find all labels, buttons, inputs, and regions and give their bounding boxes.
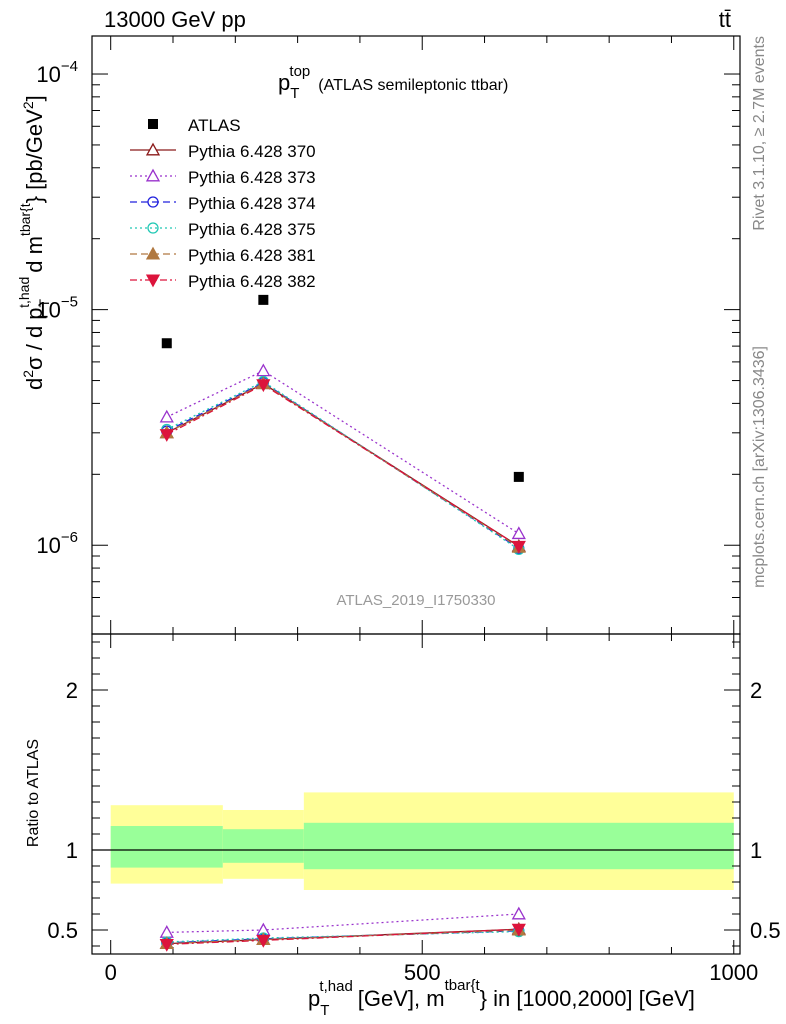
series-line-3	[166, 380, 520, 550]
ratio-marker-1	[511, 906, 526, 920]
x-axis-label: pTt,had [GeV], mtbar{t} in [1000,2000] [G…	[308, 977, 695, 1019]
legend-label-1: Pythia 6.428 373	[188, 168, 316, 187]
legend-marker-0	[145, 142, 161, 156]
xlabel-sub: T	[320, 1002, 329, 1019]
y-axis-label: d2σ / d pTt,hadd mtbar{t} [pb/GeV2]	[16, 95, 52, 390]
process-label: tt̄	[719, 7, 731, 32]
xlabel-mid: [GeV], m	[358, 986, 445, 1011]
plot-title: pTtop (ATLAS semileptonic ttbar)	[278, 63, 508, 102]
xlabel-sup: t,had	[319, 978, 352, 995]
series-marker-1	[159, 409, 174, 423]
ratio-tick-label-left: 2	[66, 678, 78, 703]
ylabel-b-sup: t,had	[16, 277, 32, 308]
legend-marker-5	[145, 274, 161, 288]
series-marker-5	[256, 379, 271, 393]
legend-label-2: Pythia 6.428 374	[188, 194, 316, 213]
rivet-version: Rivet 3.1.10, ≥ 2.7M events	[751, 36, 768, 231]
legend: ATLAS Pythia 6.428 370 Pythia 6.428 373 Pyt…	[130, 116, 316, 291]
y-tick-base: 10	[36, 62, 60, 87]
ylabel-a: d	[22, 378, 47, 390]
xlabel-end: } in [1000,2000] [GeV]	[480, 986, 695, 1011]
legend-marker-3	[147, 222, 159, 234]
beam-label: 13000 GeV pp	[104, 7, 246, 32]
x-tick-label: 1000	[709, 960, 758, 985]
band-green-1	[222, 829, 304, 863]
y-tick-label: 10−4	[36, 58, 78, 87]
ylabel-d-sup: 2	[20, 101, 36, 109]
y-tick-base: 10	[36, 533, 60, 558]
series-line-2	[166, 381, 520, 549]
ratio-tick-label-right: 1	[750, 838, 762, 863]
ylabel-c: d m	[22, 236, 47, 273]
ratio-tick-label-right: 0.5	[750, 918, 781, 943]
legend-label-3: Pythia 6.428 375	[188, 220, 316, 239]
legend-label-data: ATLAS	[188, 116, 241, 135]
xlabel-sup2: tbar{t	[445, 977, 481, 994]
ratio-line-1	[166, 913, 519, 934]
band-green-0	[110, 826, 223, 868]
y-tick-label: 10−5	[36, 294, 78, 323]
ratio-tick-label-left: 1	[66, 838, 78, 863]
y-tick-base: 10	[36, 298, 60, 323]
data-point	[161, 338, 172, 349]
ratio-panel-frame	[91, 633, 741, 955]
title-sup: top	[289, 63, 310, 80]
ratio-tick-label-right: 2	[750, 678, 762, 703]
ratio-marker-1	[159, 925, 174, 938]
analysis-watermark: ATLAS_2019_I1750330	[336, 592, 495, 609]
ratio-marker-5	[159, 938, 174, 952]
series-line-1	[166, 370, 520, 535]
y-tick-exp: −4	[61, 58, 78, 75]
series-marker-1	[511, 526, 526, 540]
ylabel-a-sup: 2	[20, 370, 36, 378]
series-markers	[159, 363, 526, 952]
ylabel-b: σ / d p	[22, 307, 47, 370]
legend-label-4: Pythia 6.428 381	[188, 246, 316, 265]
legend-marker-4	[145, 246, 161, 260]
y-tick-exp: −5	[61, 294, 78, 311]
x-tick-label: 500	[404, 960, 441, 985]
legend-label-5: Pythia 6.428 382	[188, 272, 316, 291]
series-marker-5	[159, 429, 174, 442]
series-line-0	[166, 382, 520, 547]
series-line-4	[166, 382, 520, 548]
data-point	[258, 294, 269, 305]
ratio-marker-5	[256, 934, 271, 948]
legend-marker-2	[147, 196, 159, 208]
y-tick-label: 10−6	[36, 529, 78, 558]
title-p: p	[278, 70, 290, 95]
ratio-tick-label-left: 0.5	[47, 918, 78, 943]
title-sub: T	[290, 85, 299, 102]
title-rest: (ATLAS semileptonic ttbar)	[318, 77, 508, 94]
uncertainty-bands	[110, 792, 734, 890]
ylabel-c-sup: tbar{t	[17, 203, 33, 236]
ratio-axis-label: Ratio to ATLAS	[25, 739, 42, 847]
ratio-line-4	[166, 929, 519, 945]
series-marker-5	[511, 540, 526, 554]
ratio-marker-5	[511, 923, 526, 937]
x-tick-label: 0	[105, 960, 117, 985]
series-marker-1	[256, 363, 271, 377]
mcplots-reference: mcplots.cern.ch [arXiv:1306.3436]	[751, 346, 768, 588]
legend-label-0: Pythia 6.428 370	[188, 142, 316, 161]
ylabel-e: ]	[22, 95, 47, 101]
xlabel-p: p	[308, 986, 320, 1011]
ylabel-d: } [pb/GeV	[22, 109, 47, 204]
data-point	[513, 471, 524, 482]
legend-marker-1	[145, 168, 161, 182]
ylabel-b-sub: T	[36, 298, 52, 307]
y-tick-exp: −6	[61, 529, 78, 546]
legend-marker-data	[148, 119, 158, 129]
series-line-5	[166, 383, 520, 547]
data-points	[161, 294, 524, 482]
band-green-2	[303, 822, 734, 870]
